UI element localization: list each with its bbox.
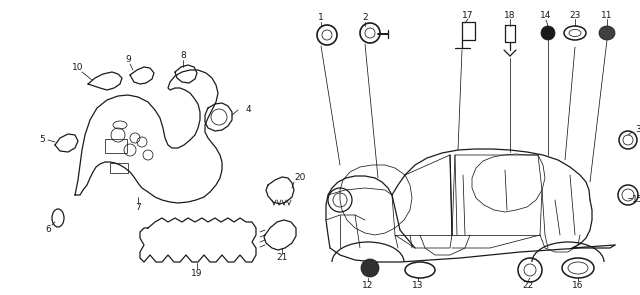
Text: 15: 15 [632, 196, 640, 204]
Text: 13: 13 [412, 281, 424, 289]
Text: 6: 6 [45, 225, 51, 235]
Bar [105, 139, 127, 153]
Ellipse shape [599, 26, 615, 40]
Text: 10: 10 [72, 63, 84, 73]
Text: 19: 19 [191, 268, 203, 278]
Text: 21: 21 [276, 253, 288, 263]
Bar [110, 163, 128, 173]
Text: 3: 3 [635, 125, 640, 135]
Text: 5: 5 [39, 135, 45, 145]
Text: 23: 23 [570, 11, 580, 19]
Text: 16: 16 [572, 281, 584, 289]
Text: 11: 11 [601, 11, 612, 19]
Text: 1: 1 [318, 14, 324, 22]
Text: 9: 9 [125, 55, 131, 65]
Text: 18: 18 [504, 11, 516, 19]
Text: 22: 22 [522, 281, 534, 289]
Text: 20: 20 [294, 173, 306, 183]
Text: 7: 7 [135, 204, 141, 212]
Text: 14: 14 [540, 12, 552, 20]
Circle shape [361, 259, 379, 277]
Text: 4: 4 [245, 106, 251, 114]
Text: 8: 8 [180, 50, 186, 60]
Text: 2: 2 [362, 14, 368, 22]
Text: 17: 17 [462, 11, 474, 19]
Text: 12: 12 [362, 281, 374, 289]
Circle shape [541, 26, 555, 40]
